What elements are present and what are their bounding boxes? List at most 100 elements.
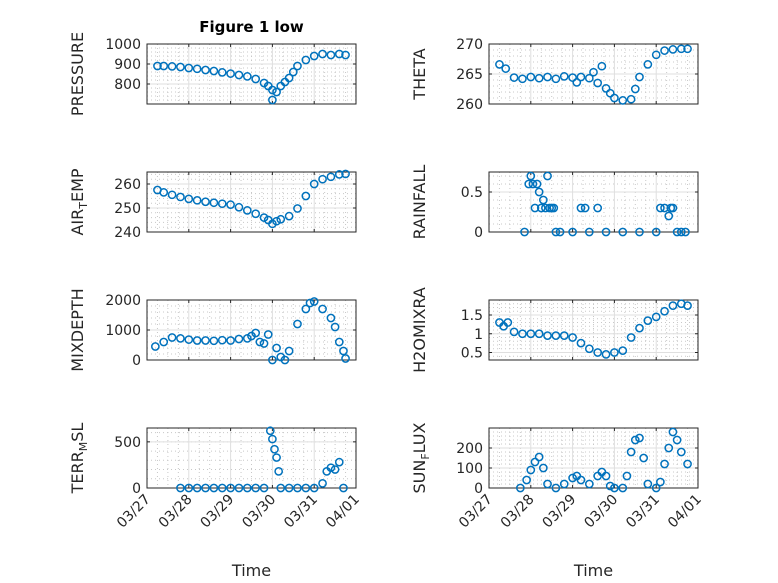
y-tick-label: 0 xyxy=(474,481,483,497)
data-point xyxy=(184,194,194,204)
data-point xyxy=(543,171,552,181)
data-point xyxy=(534,187,544,197)
data-point xyxy=(167,62,177,71)
data-point xyxy=(601,471,611,481)
data-point xyxy=(576,72,586,82)
y-tick-label: 100 xyxy=(456,461,483,477)
x-tick-label: 03/27 xyxy=(114,492,154,532)
data-point xyxy=(584,479,594,489)
data-point xyxy=(305,298,315,308)
data-point xyxy=(293,204,302,213)
data-point xyxy=(683,44,692,54)
data-point xyxy=(656,477,665,487)
data-point xyxy=(276,214,286,224)
y-axis-label: AIRTEMP xyxy=(68,168,90,235)
data-point xyxy=(555,227,565,237)
axes-frame xyxy=(488,299,699,361)
data-point xyxy=(551,331,561,340)
data-point xyxy=(568,473,577,483)
data-point xyxy=(326,172,336,182)
x-tick-label: 04/01 xyxy=(665,492,705,532)
data-point xyxy=(635,227,644,237)
x-tick-label: 03/27 xyxy=(456,492,496,532)
data-point xyxy=(584,73,594,83)
chart-title: Figure 1 low xyxy=(199,18,304,36)
data-point xyxy=(151,342,160,351)
y-axis-label: RAINFALL xyxy=(410,165,429,240)
data-point xyxy=(309,51,319,61)
data-point xyxy=(576,475,586,485)
data-point xyxy=(593,203,603,213)
data-point xyxy=(309,179,319,189)
data-point xyxy=(159,337,169,347)
data-point xyxy=(159,188,169,197)
y-tick-label: 0 xyxy=(474,225,483,241)
data-point xyxy=(630,84,640,94)
data-point xyxy=(605,481,615,491)
data-point xyxy=(268,95,277,105)
data-point xyxy=(201,336,210,345)
data-point xyxy=(272,453,281,462)
data-point xyxy=(610,93,619,103)
data-point xyxy=(234,202,244,212)
data-point xyxy=(268,434,277,444)
data-point xyxy=(503,318,513,327)
data-point xyxy=(259,339,269,348)
data-point xyxy=(201,65,210,75)
data-point xyxy=(330,465,340,474)
data-point xyxy=(192,483,202,493)
x-tick-label: 03/31 xyxy=(281,492,321,532)
data-point xyxy=(668,203,678,213)
data-point xyxy=(293,483,302,493)
data-point xyxy=(651,483,661,493)
data-point xyxy=(318,304,327,314)
data-point xyxy=(664,443,674,453)
data-point xyxy=(534,329,544,339)
data-point xyxy=(681,227,690,237)
data-point xyxy=(284,346,294,356)
data-point xyxy=(530,203,540,213)
data-point xyxy=(301,304,311,314)
data-point xyxy=(184,483,194,493)
data-point xyxy=(192,195,202,205)
data-point xyxy=(643,60,653,69)
data-point xyxy=(526,72,536,82)
x-tick-label: 03/29 xyxy=(198,492,238,532)
data-point xyxy=(536,203,546,213)
y-tick-label: 260 xyxy=(114,177,141,193)
y-tick-label: 2000 xyxy=(105,293,141,309)
data-point xyxy=(272,216,281,226)
data-point xyxy=(176,483,185,493)
data-point xyxy=(263,330,273,339)
y-axis-label: MIXDEPTH xyxy=(68,288,87,371)
axes-frame xyxy=(146,171,357,233)
data-point xyxy=(201,483,210,493)
data-point xyxy=(334,170,344,179)
data-point xyxy=(532,179,542,189)
data-point xyxy=(610,483,619,493)
data-point xyxy=(217,199,227,209)
data-point xyxy=(341,354,350,363)
data-point xyxy=(639,453,649,463)
data-point xyxy=(643,479,653,489)
data-point xyxy=(234,70,244,80)
data-point xyxy=(651,227,661,237)
data-point xyxy=(159,61,169,71)
plot-area xyxy=(147,44,356,104)
data-point xyxy=(288,67,298,77)
y-tick-label: 260 xyxy=(456,97,483,113)
y-tick-label: 1000 xyxy=(105,323,141,339)
subplot-3: 240 250 260 AIRTEMP xyxy=(68,168,357,241)
data-point xyxy=(584,227,594,237)
data-point xyxy=(518,74,527,84)
data-point xyxy=(651,312,661,322)
data-point xyxy=(251,74,261,84)
y-axis-label: THETA xyxy=(410,48,429,100)
data-point xyxy=(209,336,219,346)
y-tick-label: 240 xyxy=(114,225,141,241)
data-point xyxy=(176,62,185,72)
data-point xyxy=(626,333,636,342)
data-point xyxy=(543,331,552,340)
data-point xyxy=(495,60,504,69)
